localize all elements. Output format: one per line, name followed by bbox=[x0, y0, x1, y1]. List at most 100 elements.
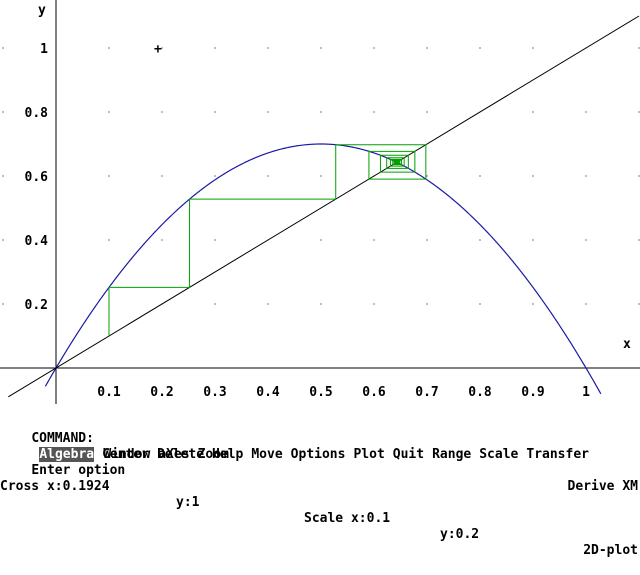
x-tick-label: 0.4 bbox=[256, 385, 280, 400]
y-tick-label: 0.8 bbox=[25, 106, 49, 121]
grid-dot bbox=[108, 111, 110, 113]
grid-dot bbox=[267, 175, 269, 177]
y-tick-label: 1 bbox=[40, 42, 48, 57]
grid-dot bbox=[320, 303, 322, 305]
grid-dot bbox=[479, 175, 481, 177]
command-menu: Algebra Center Delete Help Move Options Plot Qu… bbox=[39, 447, 597, 462]
grid-dot bbox=[426, 175, 428, 177]
grid-dot bbox=[638, 47, 640, 49]
menu-item-help[interactable]: Help bbox=[212, 447, 244, 462]
grid-dot bbox=[426, 239, 428, 241]
scale-x-readout: Scale x:0.1 bbox=[304, 511, 391, 526]
grid-dot bbox=[479, 239, 481, 241]
menu-item-range[interactable]: Range bbox=[432, 447, 472, 462]
menu-item-scale[interactable]: Scale bbox=[479, 447, 519, 462]
grid-dot bbox=[320, 47, 322, 49]
grid-dot bbox=[161, 175, 163, 177]
x-tick-label: 1 bbox=[582, 385, 590, 400]
menu-item-axes[interactable]: aXes bbox=[158, 447, 190, 462]
window-type: 2D-plot bbox=[583, 543, 638, 558]
grid-dot bbox=[214, 303, 216, 305]
curves bbox=[8, 15, 640, 398]
grid-dot bbox=[108, 239, 110, 241]
grid-dot bbox=[2, 47, 4, 49]
axes bbox=[0, 0, 640, 404]
grid-dot bbox=[2, 303, 4, 305]
grid-dot bbox=[426, 47, 428, 49]
grid-dot bbox=[373, 303, 375, 305]
scale-y-readout: y:0.2 bbox=[440, 527, 480, 542]
y-tick-label: 0.4 bbox=[25, 234, 49, 249]
grid-dot bbox=[638, 175, 640, 177]
command-line-continued: Window aXes Zoom bbox=[72, 431, 237, 479]
menu-item-zoom[interactable]: Zoom bbox=[197, 447, 229, 462]
grid-dot bbox=[214, 111, 216, 113]
x-tick-label: 0.3 bbox=[203, 385, 226, 400]
menu-item-move[interactable]: Move bbox=[251, 447, 283, 462]
x-tick-label: 0.2 bbox=[150, 385, 173, 400]
grid-dot bbox=[532, 239, 534, 241]
grid-dot bbox=[267, 47, 269, 49]
grid-dot bbox=[108, 47, 110, 49]
grid-dot bbox=[161, 47, 163, 49]
grid-dot bbox=[426, 303, 428, 305]
grid-dot bbox=[2, 239, 4, 241]
grid-dot bbox=[2, 111, 4, 113]
grid-dots bbox=[2, 47, 640, 369]
grid-dot bbox=[585, 303, 587, 305]
menu-item-center[interactable]: Center bbox=[102, 447, 150, 462]
y-axis-label: y bbox=[38, 3, 46, 18]
x-tick-label: 0.9 bbox=[521, 385, 544, 400]
menu-item-quit[interactable]: Quit bbox=[392, 447, 425, 462]
menu-item-delete[interactable]: Delete bbox=[157, 447, 205, 462]
menu-item-window[interactable]: Window bbox=[103, 447, 151, 462]
command-line: COMMAND: Algebra Center Delete Help Move Opti… bbox=[0, 415, 597, 479]
grid-dot bbox=[214, 239, 216, 241]
grid-dot bbox=[585, 239, 587, 241]
grid-dot bbox=[638, 303, 640, 305]
grid-dot bbox=[161, 239, 163, 241]
plot-area[interactable]: 0.1 0.2 0.3 0.4 0.5 0.6 0.7 0.8 0.9 1 0.2 0.4 0.6 0.8… bbox=[0, 0, 640, 404]
grid-dot bbox=[108, 175, 110, 177]
grid-dot bbox=[214, 47, 216, 49]
menu-item-options[interactable]: Options bbox=[290, 447, 346, 462]
grid-dot bbox=[532, 175, 534, 177]
grid-dot bbox=[267, 303, 269, 305]
menu-item-transfer[interactable]: Transfer bbox=[526, 447, 589, 462]
grid-dot bbox=[373, 47, 375, 49]
grid-dot bbox=[214, 175, 216, 177]
identity-line bbox=[8, 15, 640, 398]
grid-dot bbox=[479, 303, 481, 305]
grid-dot bbox=[2, 175, 4, 177]
cross-cursor-icon[interactable]: + bbox=[154, 42, 162, 57]
x-tick-label: 0.8 bbox=[468, 385, 492, 400]
x-tick-label: 0.1 bbox=[97, 385, 121, 400]
y-tick-label: 0.6 bbox=[25, 170, 49, 185]
cross-y-readout: y:1 bbox=[176, 495, 200, 510]
grid-dot bbox=[320, 111, 322, 113]
grid-dot bbox=[585, 175, 587, 177]
x-axis-label: x bbox=[623, 337, 631, 352]
cobweb-lines bbox=[108, 144, 427, 336]
tick-labels: 0.1 0.2 0.3 0.4 0.5 0.6 0.7 0.8 0.9 1 0.2 0.4 0.6 0.8… bbox=[25, 42, 591, 400]
x-tick-label: 0.7 bbox=[415, 385, 438, 400]
grid-dot bbox=[373, 111, 375, 113]
menu-item-plot[interactable]: Plot bbox=[353, 447, 385, 462]
grid-dot bbox=[532, 303, 534, 305]
grid-dot bbox=[532, 111, 534, 113]
x-tick-label: 0.6 bbox=[362, 385, 386, 400]
grid-dot bbox=[585, 111, 587, 113]
command-menu-continued: Window aXes Zoom bbox=[103, 447, 237, 462]
grid-dot bbox=[373, 239, 375, 241]
grid-dot bbox=[161, 111, 163, 113]
grid-dot bbox=[320, 239, 322, 241]
x-tick-label: 0.5 bbox=[309, 385, 332, 400]
menu-item-algebra[interactable]: Algebra bbox=[39, 447, 95, 462]
y-tick-label: 0.2 bbox=[25, 298, 48, 313]
command-prompt: COMMAND: bbox=[31, 431, 94, 446]
grid-dot bbox=[267, 111, 269, 113]
command-console: COMMAND: Algebra Center Delete Help Move Opti… bbox=[0, 404, 640, 558]
cross-x-readout: Cross x:0.1924 bbox=[0, 479, 110, 494]
plot-canvas[interactable]: 0.1 0.2 0.3 0.4 0.5 0.6 0.7 0.8 0.9 1 0.2 0.4 0.6 0.8… bbox=[0, 0, 640, 404]
grid-dot bbox=[426, 111, 428, 113]
